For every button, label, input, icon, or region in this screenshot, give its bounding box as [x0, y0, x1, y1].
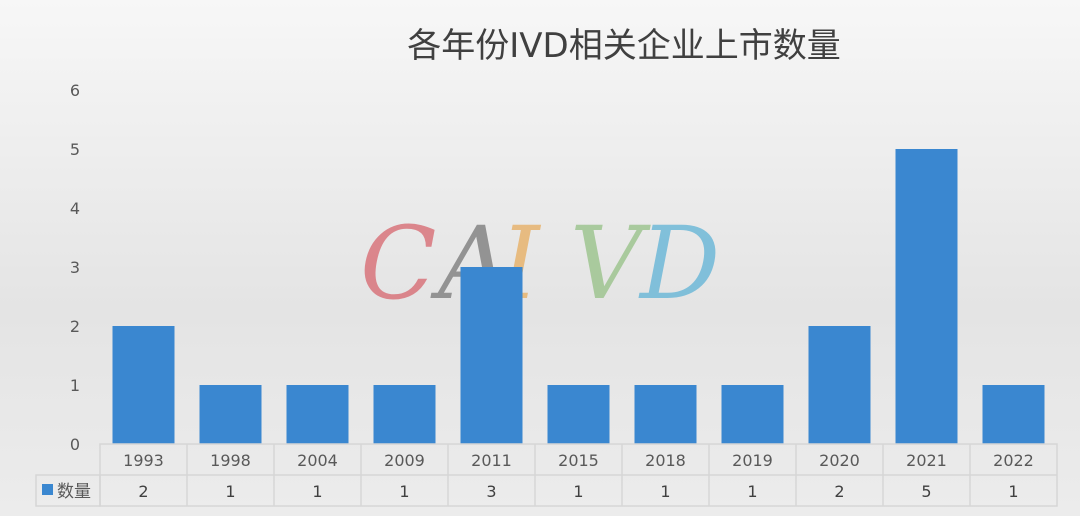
data-table-value: 1 — [747, 482, 757, 501]
data-table-value: 3 — [486, 482, 496, 501]
y-tick-label: 0 — [70, 435, 80, 454]
x-category-label: 2020 — [819, 451, 860, 470]
bar — [547, 385, 610, 444]
legend-key — [42, 484, 53, 495]
x-category-label: 1998 — [210, 451, 251, 470]
x-category-label: 2009 — [384, 451, 425, 470]
data-table-value: 2 — [834, 482, 844, 501]
bar — [199, 385, 262, 444]
bar — [286, 385, 349, 444]
bar — [373, 385, 436, 444]
x-category-label: 2018 — [645, 451, 686, 470]
watermark-letter: V — [570, 205, 651, 322]
data-table-value: 1 — [1008, 482, 1018, 501]
x-category-label: 1993 — [123, 451, 164, 470]
legend-cell — [35, 474, 101, 507]
watermark-letter: C — [360, 205, 437, 322]
data-table-value: 1 — [399, 482, 409, 501]
bar — [634, 385, 697, 444]
legend-label: 数量 — [57, 482, 91, 502]
chart-title: 各年份IVD相关企业上市数量 — [407, 26, 841, 66]
y-tick-label: 2 — [70, 317, 80, 336]
bar — [112, 326, 175, 444]
x-category-label: 2021 — [906, 451, 947, 470]
bar — [808, 326, 871, 444]
y-tick-label: 4 — [70, 199, 80, 218]
data-table-value: 1 — [312, 482, 322, 501]
y-tick-label: 6 — [70, 81, 80, 100]
y-tick-label: 5 — [70, 140, 80, 159]
x-category-label: 2011 — [471, 451, 512, 470]
data-table-value: 1 — [225, 482, 235, 501]
x-category-label: 2019 — [732, 451, 773, 470]
data-table-value: 2 — [138, 482, 148, 501]
bar — [460, 267, 523, 444]
y-tick-label: 1 — [70, 376, 80, 395]
data-table-value: 1 — [660, 482, 670, 501]
x-category-label: 2004 — [297, 451, 338, 470]
bar — [982, 385, 1045, 444]
bar — [721, 385, 784, 444]
bar — [895, 149, 958, 444]
data-table-value: 1 — [573, 482, 583, 501]
x-category-label: 2015 — [558, 451, 599, 470]
watermark-letter: D — [638, 205, 720, 322]
data-table-value: 5 — [921, 482, 931, 501]
x-category-label: 2022 — [993, 451, 1034, 470]
y-tick-label: 3 — [70, 258, 80, 277]
